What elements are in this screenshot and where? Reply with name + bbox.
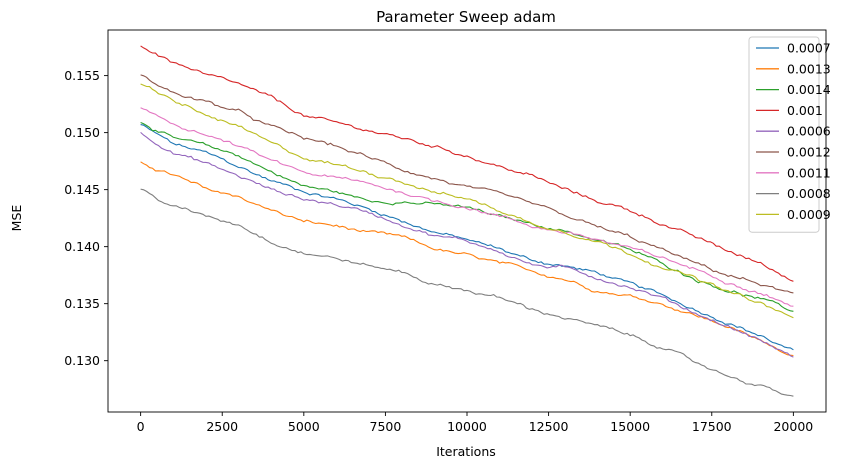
legend-label: 0.0011 (787, 165, 831, 180)
x-tick-label: 0 (137, 419, 145, 434)
series-line-0.001 (140, 45, 794, 282)
chart-title: Parameter Sweep adam (376, 8, 556, 26)
legend-label: 0.0008 (787, 186, 831, 201)
series-line-0.0009 (140, 83, 794, 319)
legend-label: 0.0009 (787, 207, 831, 222)
x-tick-label: 7500 (370, 419, 402, 434)
y-tick-label: 0.135 (64, 296, 100, 311)
y-tick-label: 0.130 (64, 353, 100, 368)
series-line-0.0006 (140, 131, 794, 358)
legend-label: 0.0007 (787, 41, 831, 56)
plot-frame (107, 29, 827, 413)
legend-label: 0.001 (787, 103, 823, 118)
x-tick-label: 10000 (447, 419, 487, 434)
plot-area (107, 29, 827, 413)
legend-label: 0.0013 (787, 61, 831, 76)
series-line-0.0012 (140, 74, 794, 294)
legend-label: 0.0014 (787, 82, 831, 97)
y-tick-label: 0.150 (64, 125, 100, 140)
legend-box (748, 36, 820, 233)
x-tick-label: 17500 (692, 419, 732, 434)
x-tick-label: 2500 (206, 419, 238, 434)
series-line-0.0014 (140, 121, 794, 312)
y-axis-title: MSE (9, 205, 24, 232)
legend: 0.0007 0.0013 0.0014 0.001 0.0006 0.0012 0.001… (748, 36, 831, 233)
y-axis: 0.130 0.135 0.140 0.145 0.150 0.155 (64, 68, 108, 368)
x-axis-title: Iterations (436, 444, 496, 459)
y-tick-label: 0.155 (64, 68, 100, 83)
series-line-0.0008 (140, 188, 794, 397)
legend-label: 0.0006 (787, 124, 831, 139)
x-tick-label: 5000 (288, 419, 320, 434)
x-tick-label: 12500 (529, 419, 569, 434)
series-line-0.0011 (140, 107, 794, 307)
series-line-0.0013 (140, 161, 794, 357)
series-line-0.0007 (140, 124, 794, 351)
x-axis: 0 2500 5000 7500 10000 12500 15000 17500 20000 (137, 412, 813, 434)
x-tick-label: 20000 (773, 419, 813, 434)
x-tick-label: 15000 (610, 419, 650, 434)
y-tick-label: 0.140 (64, 239, 100, 254)
legend-label: 0.0012 (787, 145, 831, 160)
y-tick-label: 0.145 (64, 182, 100, 197)
